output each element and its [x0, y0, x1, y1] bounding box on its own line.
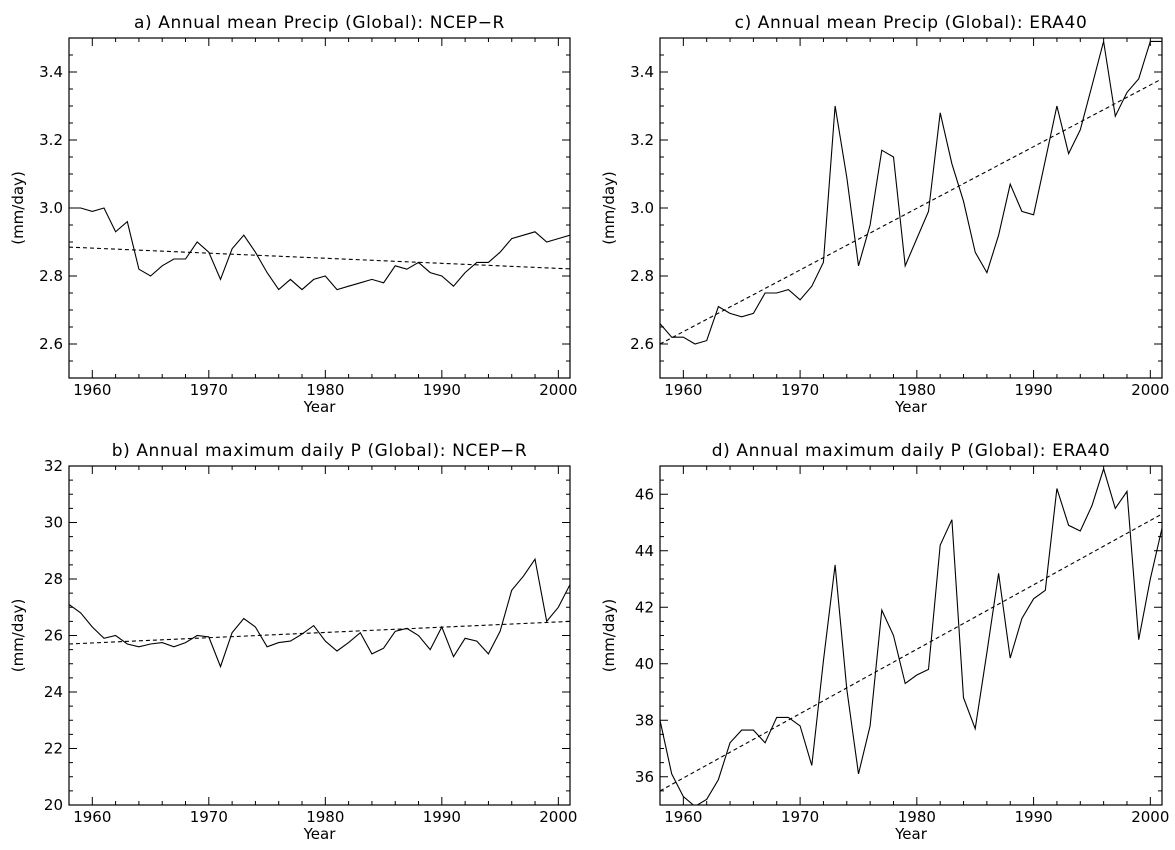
y-tick-label: 42	[635, 598, 654, 616]
x-tick-label: 1980	[306, 381, 344, 399]
x-tick-label: 2000	[1131, 808, 1169, 826]
y-tick-label: 38	[635, 711, 654, 729]
x-axis-label: Year	[303, 825, 337, 843]
x-tick-label: 1980	[898, 381, 936, 399]
x-axis-label: Year	[303, 398, 337, 416]
panel-d-era40-max-daily: d) Annual maximum daily P (Global): ERA4…	[600, 441, 1169, 843]
y-tick-label: 24	[44, 683, 63, 701]
y-tick-label: 3.2	[630, 131, 654, 149]
y-tick-label: 3.0	[630, 199, 654, 217]
y-tick-label: 2.6	[39, 335, 63, 353]
panel-a-ncep-mean-precip: a) Annual mean Precip (Global): NCEP−R 19…	[9, 13, 577, 416]
chart-title: a) Annual mean Precip (Global): NCEP−R	[134, 13, 505, 33]
x-tick-label: 1960	[73, 381, 111, 399]
x-tick-label: 1970	[781, 381, 819, 399]
y-axis-label: (mm/day)	[9, 599, 27, 673]
y-tick-label: 40	[635, 655, 654, 673]
data-series-line	[69, 557, 570, 669]
y-axis-label: (mm/day)	[600, 599, 618, 673]
data-series-line	[660, 466, 1162, 805]
plot-frame	[68, 37, 571, 379]
x-axis-label: Year	[894, 398, 928, 416]
y-tick-label: 3.0	[39, 199, 63, 217]
plot-frame	[68, 465, 571, 806]
x-tick-label: 2000	[1131, 381, 1169, 399]
data-series-line	[69, 207, 570, 291]
y-tick-label: 2.6	[630, 335, 654, 353]
y-tick-label: 3.2	[39, 131, 63, 149]
y-tick-label: 28	[44, 570, 63, 588]
x-tick-label: 1990	[423, 808, 461, 826]
panel-c-era40-mean-precip: c) Annual mean Precip (Global): ERA40 196…	[600, 13, 1169, 416]
y-tick-label: 32	[44, 457, 63, 475]
x-tick-label: 1990	[1014, 381, 1052, 399]
y-tick-label: 20	[44, 796, 63, 814]
x-axis-label: Year	[894, 825, 928, 843]
plot-frame	[659, 37, 1163, 379]
y-tick-label: 30	[44, 514, 63, 532]
chart-title: c) Annual mean Precip (Global): ERA40	[735, 13, 1088, 33]
chart-title: d) Annual maximum daily P (Global): ERA4…	[712, 441, 1111, 461]
x-tick-label: 1960	[664, 808, 702, 826]
panel-b-ncep-max-daily: b) Annual maximum daily P (Global): NCEP…	[9, 441, 577, 843]
y-tick-label: 36	[635, 768, 654, 786]
x-tick-label: 1990	[423, 381, 461, 399]
chart-title: b) Annual maximum daily P (Global): NCEP…	[112, 441, 528, 461]
y-tick-label: 3.4	[630, 63, 654, 81]
y-axis-label: (mm/day)	[600, 171, 618, 245]
x-tick-label: 1990	[1014, 808, 1052, 826]
x-tick-label: 1980	[306, 808, 344, 826]
trend-line	[660, 513, 1162, 792]
y-tick-label: 22	[44, 740, 63, 758]
y-axis-label: (mm/day)	[9, 171, 27, 245]
x-tick-label: 1970	[781, 808, 819, 826]
trend-line	[660, 78, 1162, 345]
data-series-line	[660, 40, 1162, 345]
x-tick-label: 1970	[190, 808, 228, 826]
trend-line	[69, 246, 570, 270]
y-tick-label: 3.4	[39, 63, 63, 81]
x-tick-label: 2000	[539, 381, 577, 399]
x-tick-label: 1970	[190, 381, 228, 399]
y-tick-label: 2.8	[630, 267, 654, 285]
x-tick-label: 1960	[73, 808, 111, 826]
y-tick-label: 26	[44, 627, 63, 645]
x-tick-label: 1980	[898, 808, 936, 826]
y-tick-label: 2.8	[39, 267, 63, 285]
y-tick-label: 46	[635, 485, 654, 503]
y-tick-label: 44	[635, 542, 654, 560]
x-tick-label: 2000	[539, 808, 577, 826]
x-tick-label: 1960	[664, 381, 702, 399]
